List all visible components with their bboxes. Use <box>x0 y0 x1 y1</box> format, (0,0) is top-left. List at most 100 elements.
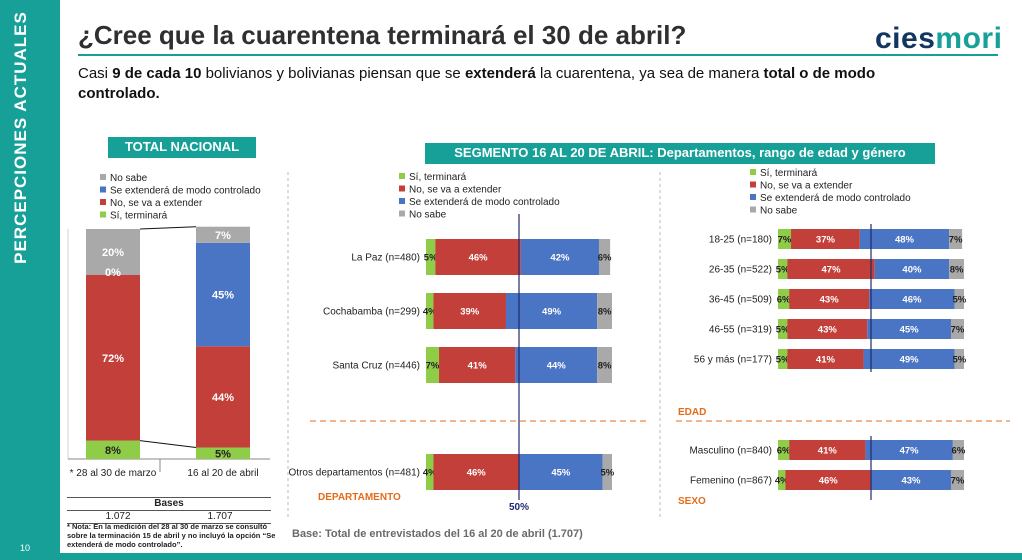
bar-segment-s-terminar <box>426 293 434 329</box>
data-label: 45% <box>900 325 920 336</box>
bar-segment-se-extender-de-modo-controlado <box>867 319 951 339</box>
bar-segment-se-extender-de-modo-controlado <box>505 293 598 329</box>
legend-total-label: No sabe <box>110 173 148 184</box>
bases-value-april: 1.707 <box>207 511 233 522</box>
subtitle-part: Casi <box>78 65 113 82</box>
data-label: 6% <box>777 446 791 457</box>
data-label: 46% <box>467 468 487 479</box>
bar-segment-no-sabe <box>949 229 963 249</box>
category-label: 46-55 (n=319) <box>709 325 772 336</box>
data-label: 39% <box>460 307 480 318</box>
legend-edad-sexo-label: No sabe <box>760 206 798 217</box>
logo-part-1: cies <box>875 22 936 55</box>
legend-departamentos-label: Sí, terminará <box>409 172 467 183</box>
bar-segment-no-sabe <box>196 226 250 243</box>
bar-segment-s-terminar <box>86 440 140 459</box>
bar-segment-no-se-va-a-extender <box>787 259 875 279</box>
data-label: 4% <box>775 476 789 487</box>
data-label: 45% <box>212 290 234 302</box>
bar-segment-no-sabe <box>597 293 612 329</box>
bar-segment-se-extender-de-modo-controlado <box>865 440 953 460</box>
subtitle-part: bolivianos y bolivianas piensan que se <box>201 65 465 82</box>
subtitle-emphasis: total o de modo controlado. <box>78 65 876 102</box>
data-label: 43% <box>820 295 840 306</box>
data-label: 41% <box>816 355 836 366</box>
page-title: ¿Cree que la cuarentena terminará el 30 … <box>78 20 687 50</box>
bar-segment-no-se-va-a-extender <box>433 454 519 490</box>
bases-header: Bases <box>67 497 271 511</box>
data-label: 5% <box>776 355 790 366</box>
legend-departamentos-label: No, se va a extender <box>409 185 502 196</box>
legend-departamentos-swatch <box>399 173 405 179</box>
data-label: 46% <box>469 253 489 264</box>
ciesmori-logo: ciesmori <box>875 22 1002 56</box>
bases-values: 1.072 1.707 <box>67 511 271 524</box>
bar-segment-s-terminar <box>426 239 436 275</box>
legend-edad-sexo-label: No, se va a extender <box>760 181 853 192</box>
data-label: 37% <box>816 235 836 246</box>
bar-segment-s-terminar <box>426 347 440 383</box>
legend-departamentos-swatch <box>399 185 405 192</box>
category-label: Masculino (n=840) <box>689 446 772 457</box>
bar-segment-no-se-va-a-extender <box>787 319 868 339</box>
bar-segment-no-sabe <box>949 259 964 279</box>
data-label: 43% <box>818 325 838 336</box>
bar-segment-no-se-va-a-extender <box>433 293 506 329</box>
data-label: 7% <box>949 235 963 246</box>
data-label: 8% <box>950 265 964 276</box>
data-label: 7% <box>215 230 231 242</box>
x-tick-label: 16 al 20 de abril <box>187 468 258 479</box>
bar-segment-no-se-va-a-extender <box>196 346 250 448</box>
data-label: 5% <box>776 325 790 336</box>
data-label: 5% <box>952 355 966 366</box>
data-label: 46% <box>819 476 839 487</box>
section-label-departamento: DEPARTAMENTO <box>318 492 401 503</box>
reference-line-label: 50% <box>509 502 529 513</box>
category-label: Cochabamba (n=299) <box>323 307 420 318</box>
subtitle-part: la cuarentena, ya sea de manera <box>535 65 764 82</box>
data-label: 49% <box>542 307 562 318</box>
category-label: Otros departamentos (n=481) <box>289 468 420 479</box>
bar-segment-se-extender-de-modo-controlado <box>196 242 250 347</box>
legend-edad-sexo-swatch <box>750 194 756 200</box>
data-label: 7% <box>951 476 965 487</box>
category-label: 26-35 (n=522) <box>709 265 772 276</box>
category-label: 18-25 (n=180) <box>709 235 772 246</box>
logo-part-2: mori <box>935 22 1003 55</box>
legend-edad-sexo-swatch <box>750 181 756 188</box>
legend-total-swatch <box>100 174 106 180</box>
bar-segment-s-terminar <box>778 349 788 369</box>
data-label: 8% <box>598 361 612 372</box>
data-label: 46% <box>902 295 922 306</box>
bar-segment-se-extender-de-modo-controlado <box>519 454 603 490</box>
legend-total-label: No, se va a extender <box>110 198 203 209</box>
data-label: 43% <box>901 476 921 487</box>
legend-total-swatch <box>100 211 106 218</box>
legend-edad-sexo-swatch <box>750 169 756 175</box>
data-label: 41% <box>818 446 838 457</box>
data-label: 5% <box>600 468 614 479</box>
bar-segment-no-sabe <box>954 349 964 369</box>
base-footnote: Base: Total de entrevistados del 16 al 2… <box>292 528 583 540</box>
category-label: 36-45 (n=509) <box>709 295 772 306</box>
bar-segment-no-se-va-a-extender <box>435 239 521 275</box>
data-label: 20% <box>102 247 124 259</box>
bar-segment-no-sabe <box>86 229 140 275</box>
bases-table: Bases 1.072 1.707 <box>67 497 271 524</box>
x-tick-label: * 28 al 30 de marzo <box>70 468 157 479</box>
legend-total-label: Sí, terminará <box>110 211 168 222</box>
data-label: 5% <box>215 448 231 460</box>
methodology-note: * Nota: En la medición del 28 al 30 de m… <box>67 522 276 549</box>
data-label: 7% <box>426 361 440 372</box>
bar-segment-no-se-va-a-extender <box>785 470 871 490</box>
legend-edad-sexo-swatch <box>750 206 756 213</box>
category-label: 56 y más (n=177) <box>694 355 772 366</box>
bottom-rule <box>60 553 1022 560</box>
bar-segment-s-terminar <box>778 440 790 460</box>
data-label: 7% <box>951 325 965 336</box>
bar-segment-se-extender-de-modo-controlado <box>863 349 955 369</box>
subtitle-emphasis: extenderá <box>464 65 536 82</box>
bar-segment-s-terminar <box>778 319 788 339</box>
legend-departamentos-label: Se extenderá de modo controlado <box>409 197 560 208</box>
